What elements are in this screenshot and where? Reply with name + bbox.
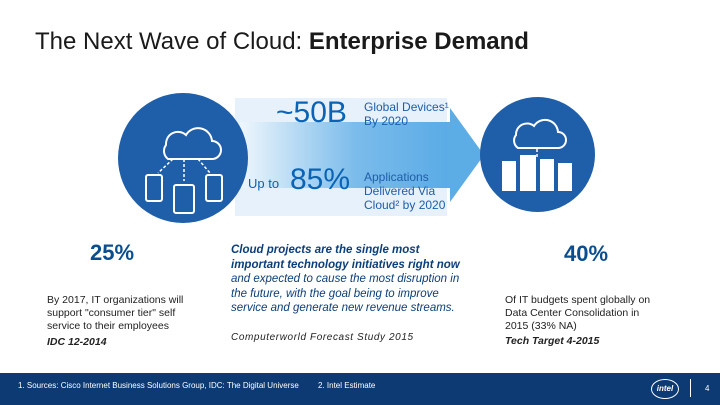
center-citation: Computerworld Forecast Study 2015	[231, 332, 414, 343]
footer-divider	[690, 379, 691, 397]
quote-rest: and expected to cause the most disruptio…	[231, 273, 460, 314]
intel-logo: intel	[651, 379, 679, 399]
slide-title: The Next Wave of Cloud: Enterprise Deman…	[35, 28, 529, 56]
right-stat-citation: Tech Target 4-2015	[505, 335, 600, 347]
cloud-devices-icon	[118, 93, 248, 223]
apps-label-line2: Delivered Via	[364, 184, 436, 198]
left-stat-citation: IDC 12-2014	[47, 336, 107, 348]
center-quote: Cloud projects are the single most impor…	[231, 243, 463, 316]
left-stat-description: By 2017, IT organizations will support "…	[47, 294, 184, 332]
left-stat-value: 25%	[90, 240, 135, 265]
title-regular: The Next Wave of Cloud:	[35, 28, 309, 55]
upto-label: Up to	[248, 176, 280, 191]
apps-value: 85%	[290, 163, 351, 196]
page-number: 4	[705, 384, 710, 393]
cloud-datacenter-icon	[480, 97, 595, 212]
footer-bar: 1. Sources: Cisco Internet Business Solu…	[0, 373, 720, 405]
apps-label-line3: Cloud² by 2020	[364, 198, 446, 212]
devices-label-line1: Global Devices¹	[364, 100, 449, 114]
right-stat-value: 40%	[564, 241, 609, 266]
quote-bold: Cloud projects are the single most impor…	[231, 244, 460, 271]
footnote-2: 2. Intel Estimate	[318, 381, 376, 390]
right-stat-description: Of IT budgets spent globally on Data Cen…	[505, 294, 651, 332]
devices-label-line2: By 2020	[364, 114, 409, 128]
devices-value: ~50B	[276, 96, 347, 129]
apps-label-line1: Applications	[364, 170, 429, 184]
title-bold: Enterprise Demand	[308, 28, 529, 55]
footnote-1: 1. Sources: Cisco Internet Business Solu…	[18, 381, 299, 390]
